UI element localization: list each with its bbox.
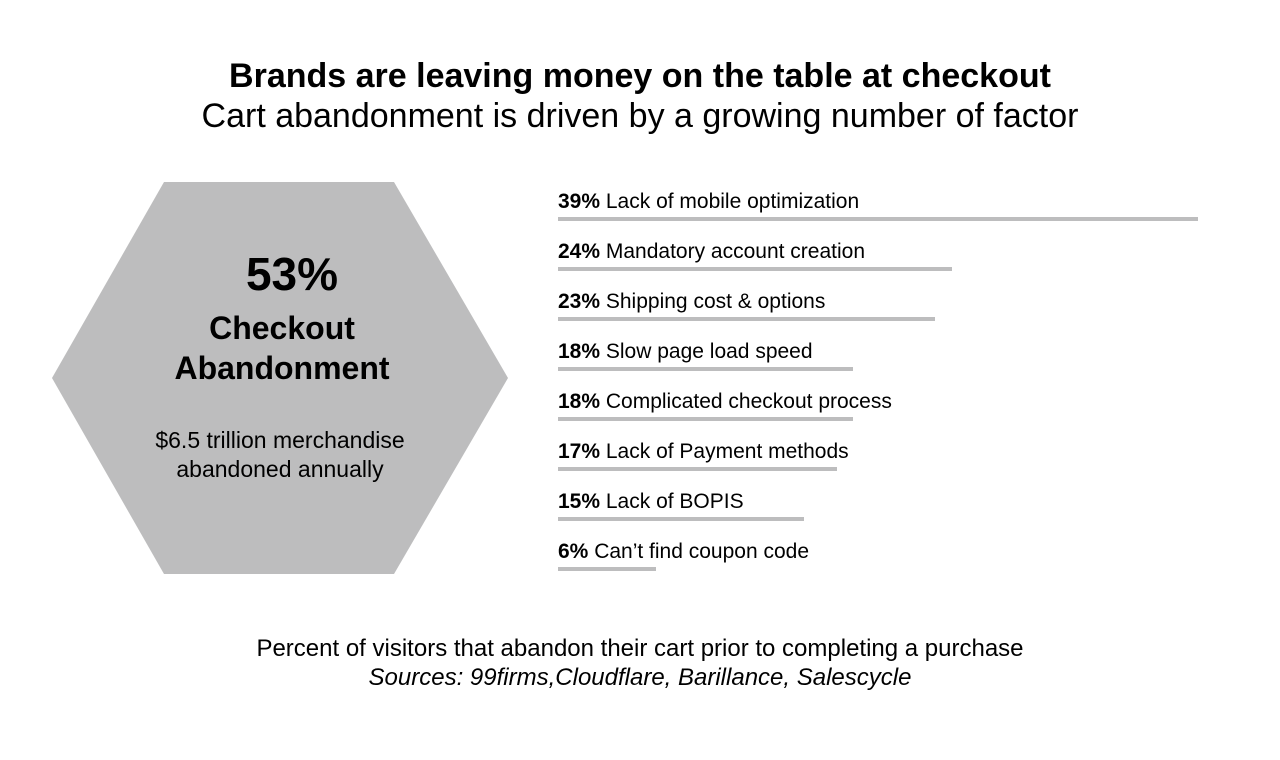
factor-bar [558,317,935,321]
factor-value-label: 23% [558,290,601,313]
factor-category: Mandatory account creation [605,240,866,263]
factor-category: Shipping cost & options [605,290,826,313]
abandonment-label: Checkout Abandonment [52,308,512,388]
abandonment-note-line1: $6.5 trillion merchandise [155,427,405,453]
abandonment-label-line2: Abandonment [174,350,390,386]
factor-row: 6% Can’t find coupon code [558,536,1238,586]
abandonment-hexagon: 53% Checkout Abandonment $6.5 trillion m… [52,182,508,574]
factor-row: 15% Lack of BOPIS [558,486,1238,536]
factor-category: Lack of BOPIS [605,490,744,513]
factor-label: 23% Shipping cost & options [558,290,825,314]
abandonment-rate: 53% [245,248,339,300]
factor-bar [558,517,804,521]
factor-value-label: 24% [558,240,601,263]
factor-bar [558,367,853,371]
factor-value-label: 15% [558,490,601,513]
factor-value-label: 39% [558,190,601,213]
factor-category: Slow page load speed [605,340,813,363]
factor-bar [558,467,837,471]
factor-value-label: 6% [558,540,589,563]
factor-row: 18% Complicated checkout process [558,386,1238,436]
abandonment-note: $6.5 trillion merchandise abandoned annu… [52,426,508,484]
factor-label: 24% Mandatory account creation [558,240,865,264]
factor-category: Lack of mobile optimization [605,190,860,213]
chart-sources: Sources: 99firms,Cloudflare, Barillance,… [368,664,912,691]
factor-bar-chart: 39% Lack of mobile optimization 24% Manda… [558,186,1238,586]
abandonment-note-line2: abandoned annually [176,456,384,482]
factor-row: 39% Lack of mobile optimization [558,186,1238,236]
factor-label: 18% Slow page load speed [558,340,813,364]
factor-value-label: 18% [558,340,601,363]
factor-row: 24% Mandatory account creation [558,236,1238,286]
factor-label: 18% Complicated checkout process [558,390,892,414]
factor-category: Can’t find coupon code [594,540,810,563]
chart-caption: Percent of visitors that abandon their c… [256,635,1024,662]
factor-row: 23% Shipping cost & options [558,286,1238,336]
page-subtitle: Cart abandonment is driven by a growing … [201,97,1079,135]
hexagon-text: 53% Checkout Abandonment $6.5 trillion m… [52,182,508,574]
factor-bar [558,267,952,271]
factor-bar [558,217,1198,221]
hexagon-shape [52,182,508,574]
factor-row: 17% Lack of Payment methods [558,436,1238,486]
hexagon-polygon [52,182,508,574]
factor-value-label: 18% [558,390,601,413]
factor-bar [558,417,853,421]
factor-value-label: 17% [558,440,601,463]
factor-category: Lack of Payment methods [605,440,849,463]
factor-label: 17% Lack of Payment methods [558,440,849,464]
page-title: Brands are leaving money on the table at… [229,57,1051,95]
factor-label: 39% Lack of mobile optimization [558,190,859,214]
factor-category: Complicated checkout process [605,390,892,413]
factor-row: 18% Slow page load speed [558,336,1238,386]
factor-label: 15% Lack of BOPIS [558,490,744,514]
abandonment-label-line1: Checkout [209,310,355,346]
factor-label: 6% Can’t find coupon code [558,540,809,564]
factor-bar [558,567,656,571]
